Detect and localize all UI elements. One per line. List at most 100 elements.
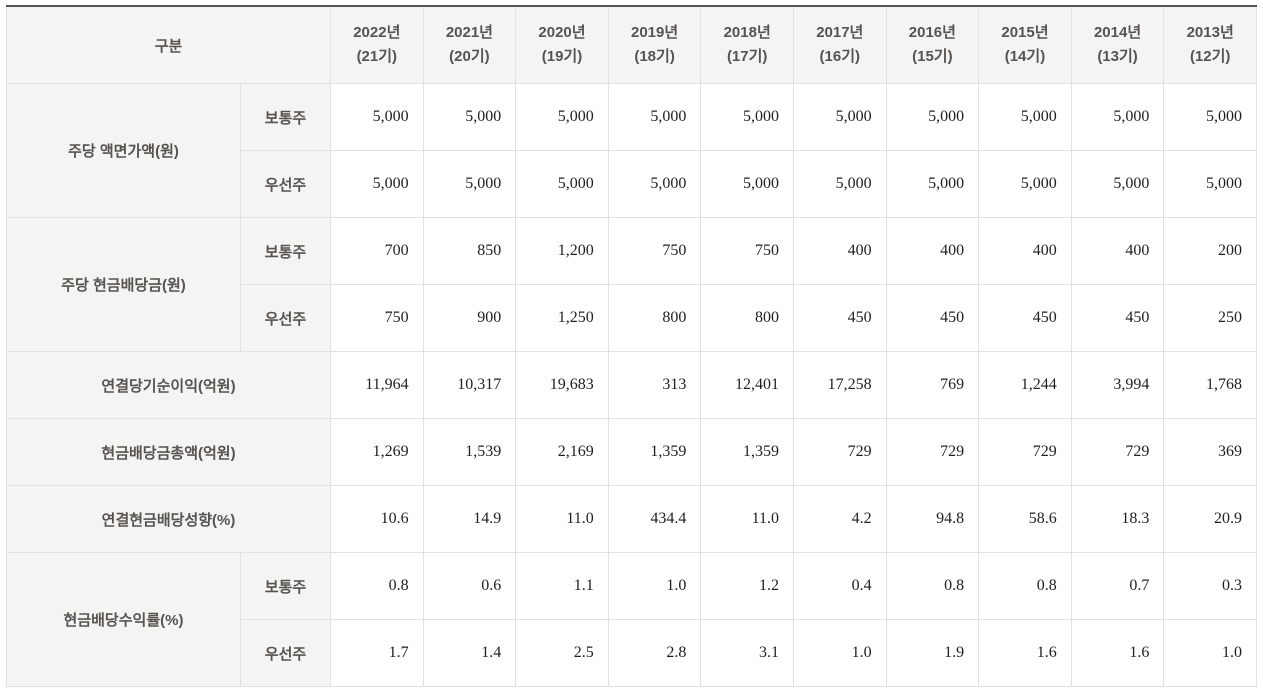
table-cell: 200 <box>1163 217 1257 285</box>
row-label-dividend-yield: 현금배당수익률(%) <box>6 552 241 687</box>
row-label-consolidated-net-income: 연결당기순이익(억원) <box>5 351 332 419</box>
table-cell: 5,000 <box>1070 150 1165 218</box>
term-label: (13기) <box>1097 48 1138 65</box>
table-cell: 400 <box>978 217 1072 285</box>
table-cell: 18.3 <box>1070 485 1165 553</box>
year-label: 2020년 <box>538 24 586 41</box>
row-sublabel-preferred-stock: 우선주 <box>239 150 332 218</box>
column-header-category: 구분 <box>5 5 332 84</box>
table-cell: 2,169 <box>515 418 609 486</box>
table-cell: 0.6 <box>422 552 517 620</box>
table-cell: 769 <box>885 351 980 419</box>
column-header-year-2021: 2021년 (20기) <box>422 5 517 84</box>
year-label: 2019년 <box>631 24 679 41</box>
table-cell: 11,964 <box>330 351 424 419</box>
table-cell: 1,244 <box>978 351 1072 419</box>
table-cell: 5,000 <box>792 150 887 218</box>
row-label-total-cash-dividends: 현금배당금총액(억원) <box>5 418 332 486</box>
table-cell: 313 <box>607 351 702 419</box>
table-cell: 900 <box>422 284 517 352</box>
row-sublabel-common-stock: 보통주 <box>239 217 332 285</box>
table-row-total-cash-dividends: 현금배당금총액(억원) 1,269 1,539 2,169 1,359 1,35… <box>5 418 1257 486</box>
table-cell: 5,000 <box>978 83 1072 151</box>
table-cell: 450 <box>792 284 887 352</box>
table-cell: 5,000 <box>330 83 424 151</box>
table-cell: 0.8 <box>885 552 980 620</box>
row-sublabel-preferred-stock: 우선주 <box>239 284 332 352</box>
column-header-year-2020: 2020년 (19기) <box>515 5 609 84</box>
table-cell: 1.6 <box>978 619 1072 687</box>
table-cell: 5,000 <box>700 83 794 151</box>
table-cell: 11.0 <box>700 485 794 553</box>
table-cell: 450 <box>1070 284 1165 352</box>
table-cell: 5,000 <box>1163 150 1257 218</box>
column-header-year-2016: 2016년 (15기) <box>885 5 980 84</box>
table-cell: 0.4 <box>792 552 887 620</box>
table-cell: 729 <box>978 418 1072 486</box>
column-header-year-2019: 2019년 (18기) <box>607 5 702 84</box>
table-row-par-value-common: 주당 액면가액(원) 보통주 5,000 5,000 5,000 5,000 5… <box>6 83 1257 218</box>
table-cell: 3,994 <box>1070 351 1165 419</box>
table-cell: 1.0 <box>792 619 887 687</box>
row-sublabel-common-stock: 보통주 <box>239 83 332 151</box>
dividend-table-container: 구분 2022년 (21기) 2021년 (20기) 2020년 (19기) 2019… <box>5 5 1257 687</box>
table-cell: 58.6 <box>978 485 1072 553</box>
column-header-year-2017: 2017년 (16기) <box>792 5 887 84</box>
table-cell: 750 <box>700 217 794 285</box>
table-row-cash-dividend-common: 주당 현금배당금(원) 보통주 700 850 1,200 750 750 40… <box>6 217 1257 352</box>
year-label: 2013년 <box>1186 24 1234 41</box>
year-label: 2015년 <box>1001 24 1049 41</box>
year-label: 2016년 <box>908 24 956 41</box>
table-cell: 5,000 <box>607 83 702 151</box>
term-label: (15기) <box>912 48 953 65</box>
year-label: 2021년 <box>445 24 493 41</box>
table-cell: 19,683 <box>515 351 609 419</box>
table-row-payout-ratio: 연결현금배당성향(%) 10.6 14.9 11.0 434.4 11.0 4.… <box>5 485 1257 553</box>
table-cell: 0.8 <box>978 552 1072 620</box>
table-cell: 17,258 <box>792 351 887 419</box>
table-cell: 12,401 <box>700 351 794 419</box>
term-label: (14기) <box>1004 48 1046 65</box>
table-cell: 1.0 <box>1163 619 1257 687</box>
table-cell: 10.6 <box>330 485 424 553</box>
table-cell: 2.5 <box>515 619 609 687</box>
column-header-year-2014: 2014년 (13기) <box>1070 5 1165 84</box>
term-label: (20기) <box>449 48 490 65</box>
table-cell: 5,000 <box>422 83 517 151</box>
table-cell: 1.0 <box>607 552 702 620</box>
table-cell: 450 <box>885 284 980 352</box>
column-header-year-2022: 2022년 (21기) <box>330 5 424 84</box>
term-label: (21기) <box>356 48 398 65</box>
table-cell: 1,359 <box>700 418 794 486</box>
term-label: (12기) <box>1189 48 1231 65</box>
table-cell: 369 <box>1163 418 1257 486</box>
row-label-cash-dividend-per-share: 주당 현금배당금(원) <box>6 217 241 352</box>
table-cell: 5,000 <box>792 83 887 151</box>
table-cell: 1,250 <box>515 284 609 352</box>
table-row-dividend-yield-common: 현금배당수익률(%) 보통주 0.8 0.6 1.1 1.0 1.2 0.4 0… <box>6 552 1257 687</box>
table-cell: 1.1 <box>515 552 609 620</box>
table-cell: 5,000 <box>1163 83 1257 151</box>
table-cell: 5,000 <box>1070 83 1165 151</box>
term-label: (19기) <box>541 48 583 65</box>
table-cell: 450 <box>978 284 1072 352</box>
table-cell: 700 <box>330 217 424 285</box>
table-cell: 800 <box>700 284 794 352</box>
table-cell: 5,000 <box>885 83 980 151</box>
table-row-cash-dividend-preferred: 우선주 750 900 1,250 800 800 450 450 450 45… <box>7 284 1257 352</box>
table-cell: 5,000 <box>885 150 980 218</box>
column-header-year-2013: 2013년 (12기) <box>1163 5 1257 84</box>
table-cell: 1,539 <box>422 418 517 486</box>
table-cell: 434.4 <box>607 485 702 553</box>
table-row-par-value-preferred: 우선주 5,000 5,000 5,000 5,000 5,000 5,000 … <box>7 150 1257 218</box>
table-cell: 20.9 <box>1163 485 1257 553</box>
table-cell: 1.6 <box>1070 619 1165 687</box>
year-label: 2017년 <box>816 24 864 41</box>
table-cell: 850 <box>422 217 517 285</box>
table-cell: 1,768 <box>1163 351 1257 419</box>
row-label-payout-ratio: 연결현금배당성향(%) <box>5 485 332 553</box>
table-cell: 5,000 <box>978 150 1072 218</box>
row-sublabel-common-stock: 보통주 <box>239 552 332 620</box>
table-cell: 729 <box>1070 418 1165 486</box>
year-label: 2018년 <box>723 24 771 41</box>
